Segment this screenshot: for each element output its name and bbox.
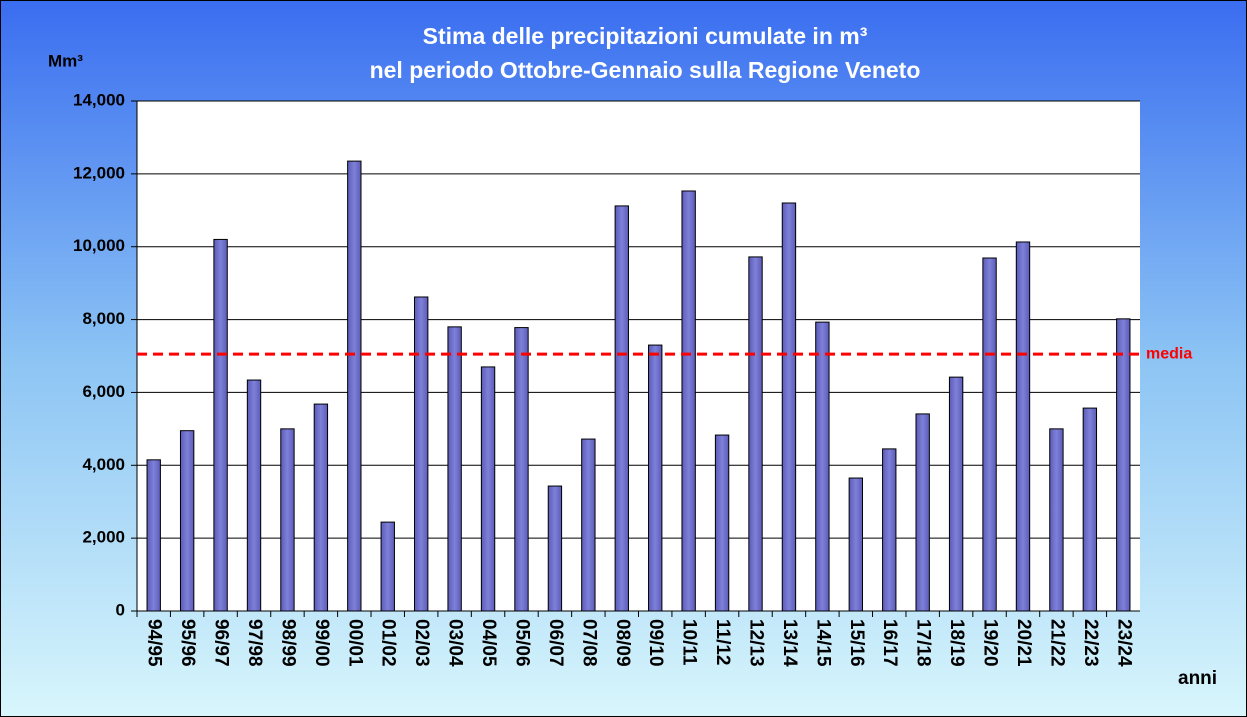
bar [514, 327, 529, 612]
bar [1015, 241, 1031, 612]
x-tick-label: 01/02 [378, 619, 399, 667]
x-tick-label: 23/24 [1113, 619, 1134, 667]
x-tick-label: 07/08 [578, 619, 599, 667]
x-tick-label: 08/09 [612, 619, 633, 667]
bar [1082, 407, 1098, 612]
y-tick-label: 2,000 [82, 528, 125, 547]
bar [614, 205, 629, 612]
bar [781, 202, 797, 612]
x-tick-label: 12/13 [746, 619, 767, 667]
bar [213, 238, 228, 612]
reference-label: media [1146, 345, 1192, 362]
y-tick-label: 12,000 [73, 163, 125, 182]
bar [380, 521, 395, 612]
x-tick-label: 06/07 [545, 619, 566, 667]
x-tick-label: 09/10 [645, 619, 666, 667]
x-tick-label: 94/95 [144, 619, 165, 667]
x-tick-label: 19/20 [980, 619, 1001, 667]
y-tick-label: 4,000 [82, 455, 125, 474]
x-tick-label: 20/21 [1013, 619, 1034, 667]
x-tick-label: 22/23 [1080, 619, 1101, 667]
chart-title: Stima delle precipitazioni cumulate in m… [423, 23, 868, 49]
bar [982, 257, 997, 612]
bar [347, 160, 362, 612]
x-tick-label: 21/22 [1046, 619, 1067, 667]
x-tick-label: 04/05 [478, 619, 499, 667]
x-tick-label: 95/96 [177, 619, 198, 667]
x-tick-label: 17/18 [913, 619, 934, 667]
bar [179, 430, 195, 612]
bar [246, 379, 262, 612]
x-tick-label: 03/04 [445, 619, 466, 667]
bar [714, 434, 730, 612]
bar [815, 321, 830, 612]
x-axis-label: anni [1178, 668, 1217, 689]
y-tick-label: 8,000 [82, 309, 125, 328]
bar [313, 403, 329, 612]
y-tick-label: 10,000 [73, 236, 125, 255]
bar [948, 376, 964, 612]
chart-subtitle: nel periodo Ottobre-Gennaio sulla Region… [370, 57, 921, 83]
x-tick-label: 05/06 [511, 619, 532, 667]
x-tick-label: 00/01 [344, 619, 365, 667]
y-axis-label: Mm³ [48, 51, 83, 70]
bar [480, 366, 496, 612]
x-tick-label: 11/12 [712, 619, 733, 666]
bar [413, 296, 429, 612]
x-tick-label: 96/97 [211, 619, 232, 667]
bar [915, 413, 930, 612]
bar [1049, 428, 1064, 612]
bar [882, 448, 897, 612]
bar [547, 485, 563, 612]
x-tick-label: 15/16 [846, 619, 867, 667]
x-tick-label: 10/11 [679, 619, 700, 666]
bar [681, 190, 696, 612]
x-tick-label: 97/98 [244, 619, 265, 667]
x-tick-label: 02/03 [411, 619, 432, 667]
x-tick-label: 98/99 [277, 619, 298, 667]
bar [581, 438, 596, 612]
y-tick-label: 0 [116, 600, 125, 619]
y-tick-label: 6,000 [82, 382, 125, 401]
x-tick-label: 99/00 [311, 619, 332, 667]
bar [1116, 318, 1131, 612]
bar [748, 256, 763, 612]
bar [648, 344, 663, 612]
x-tick-label: 14/15 [812, 619, 833, 667]
bar [280, 428, 295, 612]
bar [848, 477, 864, 612]
bar [447, 326, 462, 612]
plot-area [137, 101, 1140, 611]
x-tick-label: 13/14 [779, 619, 800, 667]
x-tick-label: 16/17 [879, 619, 900, 667]
y-tick-label: 14,000 [73, 90, 125, 109]
bar [146, 459, 161, 612]
x-tick-label: 18/19 [946, 619, 967, 667]
